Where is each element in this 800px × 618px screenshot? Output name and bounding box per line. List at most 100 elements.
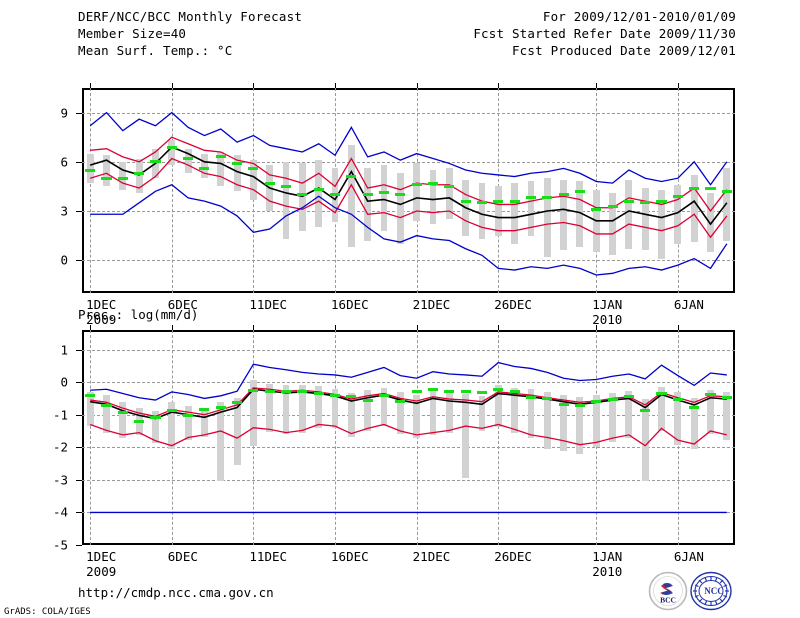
member-size-label: Member Size=40 — [78, 26, 187, 41]
climatology-marker — [574, 189, 585, 193]
climatology-marker — [166, 409, 177, 413]
spread-box — [527, 181, 535, 236]
spread-box — [560, 394, 567, 451]
spread-box — [184, 148, 192, 174]
x-tick-mark — [596, 83, 598, 88]
climatology-marker — [444, 184, 455, 188]
x-tick-label: 1JAN 2010 — [592, 297, 623, 327]
y-tick-label: 3 — [60, 203, 68, 219]
climatology-marker — [623, 199, 634, 203]
climatology-marker — [444, 389, 455, 393]
spread-box — [168, 401, 176, 449]
series-line — [90, 387, 727, 418]
spread-box — [103, 155, 110, 187]
spread-box — [707, 390, 714, 435]
x-tick-label: 1DEC 2009 — [86, 549, 117, 579]
spread-box — [249, 380, 257, 446]
spread-box — [690, 174, 698, 243]
climatology-marker — [427, 181, 439, 185]
grads-credit: GrADS: COLA/IGES — [4, 607, 91, 617]
spread-box — [380, 387, 388, 427]
x-tick-year: 2010 — [592, 312, 623, 327]
y-tick-mark — [76, 512, 82, 514]
x-tick-label: 6DEC — [167, 297, 198, 312]
climatology-marker — [150, 160, 161, 164]
figure-title: DERF/NCC/BCC Monthly Forecast — [78, 9, 303, 24]
climatology-marker — [297, 389, 308, 393]
spread-box — [201, 153, 208, 179]
y-tick-mark — [76, 545, 82, 546]
x-tick-label: 21DEC — [412, 549, 451, 564]
climatology-marker — [378, 191, 390, 195]
climatology-marker — [264, 390, 275, 394]
spread-box — [641, 188, 649, 251]
y-tick-label: -5 — [52, 537, 68, 553]
spread-box — [315, 386, 323, 428]
x-tick-mark — [596, 325, 598, 330]
spread-box — [396, 173, 404, 244]
climatology-marker — [329, 393, 341, 397]
spread-box — [707, 192, 714, 252]
spread-box — [658, 387, 665, 431]
website-url[interactable]: http://cmdp.ncc.cma.gov.cn — [78, 585, 274, 600]
spread-box — [576, 181, 584, 248]
y-gridline — [82, 447, 735, 449]
series-line — [89, 146, 728, 226]
x-tick-label: 16DEC — [331, 297, 369, 312]
y-tick-mark — [76, 211, 82, 212]
x-tick-label: 26DEC — [494, 549, 532, 564]
y-tick-mark — [76, 349, 82, 351]
x-tick-mark — [677, 325, 679, 330]
climatology-marker — [281, 184, 292, 188]
climatology-marker — [362, 193, 373, 197]
y-gridline — [82, 260, 735, 262]
climatology-marker — [493, 387, 504, 391]
climatology-marker — [411, 389, 422, 393]
climatology-marker — [101, 404, 112, 408]
climatology-marker — [656, 199, 667, 203]
y-tick-label: 9 — [60, 105, 68, 121]
x-tick-year: 2009 — [86, 564, 117, 579]
ncc-logo: NCC — [690, 571, 732, 611]
climatology-marker — [117, 410, 128, 414]
x-tick-label: 21DEC — [412, 297, 451, 312]
climatology-marker — [460, 390, 471, 394]
x-tick-label: 6JAN — [673, 549, 704, 564]
y-tick-label: -3 — [52, 472, 68, 488]
spread-box — [658, 189, 665, 259]
x-tick-mark — [171, 83, 173, 88]
x-tick-year: 2010 — [592, 564, 623, 579]
series-line — [90, 388, 727, 420]
climatology-marker — [232, 400, 243, 404]
x-tick-label: 1DEC 2009 — [86, 297, 117, 327]
climatology-marker — [689, 186, 700, 190]
y-tick-mark — [76, 414, 82, 416]
spread-box — [152, 410, 159, 444]
climatology-marker — [395, 193, 406, 197]
fcst-produced-label: Fcst Produced Date 2009/12/01 — [511, 43, 736, 58]
series-line — [89, 157, 728, 239]
climatology-marker — [313, 188, 324, 192]
spread-box — [201, 408, 208, 438]
y-gridline — [82, 211, 735, 212]
spread-box — [609, 392, 616, 443]
spread-box — [347, 392, 355, 437]
climatology-marker — [591, 400, 602, 404]
spread-box — [625, 179, 633, 249]
bcc-logo: BCC — [648, 571, 688, 611]
climatology-marker — [248, 166, 259, 170]
fcst-started-label: Fcst Started Refer Date 2009/11/30 — [473, 26, 736, 41]
climatology-marker — [117, 176, 128, 180]
spread-box — [429, 170, 437, 225]
climatology-marker — [591, 207, 602, 211]
x-gridline — [335, 330, 337, 545]
climatology-marker — [346, 395, 357, 399]
y-gridline — [82, 382, 735, 384]
x-tick-mark — [498, 83, 500, 88]
y-tick-mark — [76, 112, 82, 114]
spread-box — [86, 391, 94, 427]
y-tick-label: -4 — [52, 504, 68, 520]
spread-box — [282, 161, 290, 239]
spread-box — [217, 151, 225, 187]
